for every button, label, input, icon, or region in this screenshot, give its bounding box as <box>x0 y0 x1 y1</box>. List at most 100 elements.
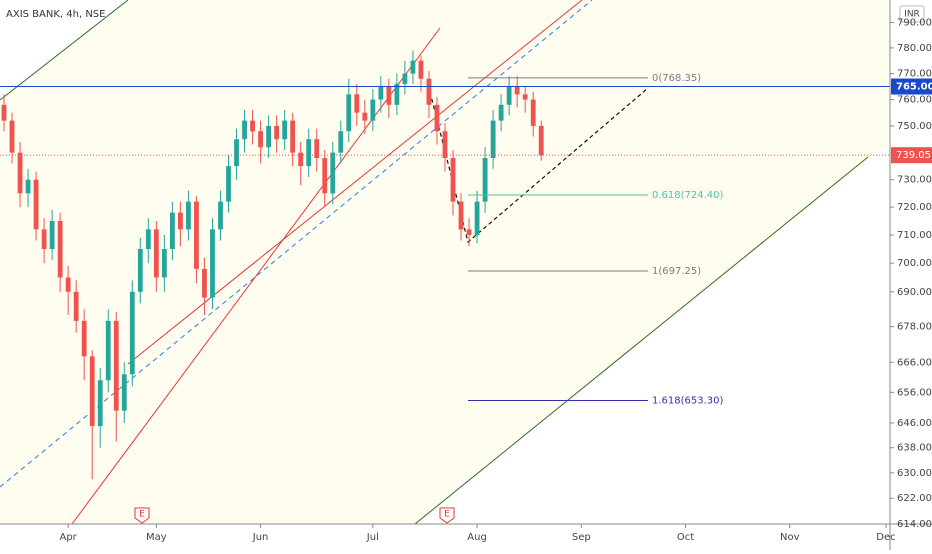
candle-body <box>330 152 336 194</box>
price-tag-label: 739.05 <box>896 150 931 161</box>
y-tick-label: 638.00 <box>897 443 932 454</box>
candle-body <box>506 86 512 105</box>
candle-body <box>426 78 432 105</box>
candle-body <box>242 120 247 140</box>
x-tick-label: Dec <box>876 532 895 543</box>
candle-body <box>258 131 263 148</box>
currency-badge <box>899 5 925 23</box>
candle-body <box>1 104 7 121</box>
candle-body <box>482 158 488 202</box>
candle-body <box>322 158 328 194</box>
y-tick-label: 770.00 <box>897 69 932 80</box>
y-tick-label: 614.00 <box>897 519 932 530</box>
candle-body <box>194 201 199 269</box>
candle-body <box>266 125 272 148</box>
price-tag <box>891 78 932 95</box>
candle-body <box>57 221 63 278</box>
candle-body <box>169 212 175 250</box>
currency: INR <box>904 10 920 20</box>
candle-body <box>394 83 400 105</box>
candle-body <box>49 221 55 250</box>
candle-body <box>378 86 384 100</box>
fib-label: 1.618(653.30) <box>652 396 724 407</box>
candle-body <box>362 112 368 121</box>
candle-body <box>530 99 536 126</box>
x-tick-label: Aug <box>467 532 487 543</box>
candle-body <box>218 201 223 230</box>
candle-body <box>306 139 312 167</box>
candle-body <box>73 291 79 321</box>
candle-body <box>466 229 472 235</box>
candle-body <box>161 249 167 278</box>
x-tick-label: Nov <box>780 532 800 543</box>
y-tick-label: 720.00 <box>897 202 932 213</box>
y-tick-label: 656.00 <box>897 387 932 398</box>
candle-body <box>186 201 191 230</box>
axes: 790.00 780.00 770.00 760.00 750.00 730.00 720.… <box>59 18 932 543</box>
candle-body <box>137 249 143 292</box>
chart-title: AXIS BANK, 4h, NSE <box>6 9 105 20</box>
y-tick-label: 760.00 <box>897 95 932 106</box>
candle-body <box>129 291 135 375</box>
trend-line <box>71 27 441 525</box>
candle-body <box>498 104 504 121</box>
candle-body <box>338 131 344 153</box>
candle-body <box>250 120 255 132</box>
candle-body <box>314 139 320 159</box>
candle-body <box>410 60 416 74</box>
candle-body <box>282 120 288 140</box>
candle-body <box>81 320 87 357</box>
candle-body <box>145 229 151 250</box>
y-tick-label: 790.00 <box>897 18 932 29</box>
candle-body <box>402 73 408 84</box>
candle-body <box>226 166 231 202</box>
x-tick-label: Oct <box>677 532 694 543</box>
channel-line <box>414 156 869 525</box>
candle-body <box>514 86 520 95</box>
candle-body <box>234 139 239 167</box>
candle-body <box>153 229 159 278</box>
y-tick-label: 710.00 <box>897 230 932 241</box>
candle-body <box>113 320 119 411</box>
trend-line <box>127 0 583 365</box>
candle-body <box>442 131 448 159</box>
event-marker <box>134 507 150 524</box>
fib-label: 0(768.35) <box>652 73 701 84</box>
y-tick-label: 750.00 <box>897 121 932 132</box>
candle-body <box>17 152 23 194</box>
candle-body <box>290 120 296 153</box>
candle-body <box>97 380 103 427</box>
candle-body <box>121 374 127 411</box>
x-axis-bg <box>0 524 890 550</box>
event-label: E <box>444 510 450 520</box>
candle-body <box>33 179 39 230</box>
x-tick-label: Jul <box>366 532 379 543</box>
candle-body <box>89 356 95 427</box>
y-tick-label: 690.00 <box>897 287 932 298</box>
price-tag <box>891 147 932 164</box>
channel-line <box>0 0 129 101</box>
candle-body <box>210 229 215 298</box>
candle-body <box>490 120 496 159</box>
y-tick-label: 678.00 <box>897 322 932 333</box>
candle-body <box>522 94 528 100</box>
candle-body <box>386 86 392 105</box>
x-tick-label: May <box>146 532 167 543</box>
fib-label: 1(697.25) <box>652 266 701 277</box>
candle-body <box>346 94 352 132</box>
y-tick-label: 780.00 <box>897 43 932 54</box>
event-label: E <box>139 510 145 520</box>
y-tick-label: 666.00 <box>897 357 932 368</box>
price-tag-label: 765.00 <box>896 82 932 93</box>
candle-body <box>65 277 71 292</box>
candle-body <box>25 179 31 194</box>
candle-body <box>274 125 280 140</box>
x-tick-label: Jun <box>252 532 269 543</box>
candle-body <box>9 120 15 153</box>
y-tick-label: 646.00 <box>897 418 932 429</box>
x-tick-label: Apr <box>59 532 77 543</box>
y-tick-label: 630.00 <box>897 468 932 479</box>
candle-body <box>105 320 111 381</box>
